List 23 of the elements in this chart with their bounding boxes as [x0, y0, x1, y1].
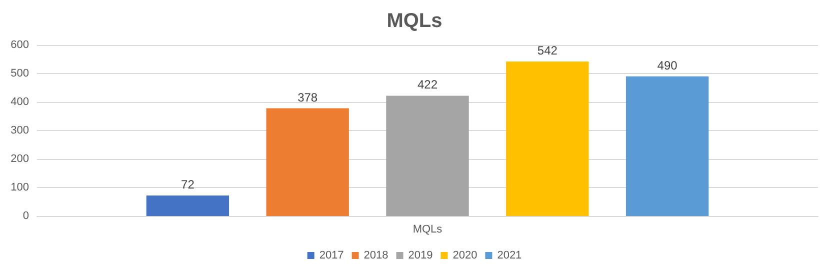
- y-tick-label: 200: [10, 153, 29, 165]
- data-label: 422: [417, 78, 438, 92]
- legend-label: 2020: [452, 250, 478, 262]
- y-tick-label: 600: [10, 39, 29, 51]
- legend-label: 2019: [408, 250, 433, 262]
- y-tick-label: 400: [10, 96, 29, 108]
- data-label: 378: [298, 90, 318, 104]
- data-label: 542: [537, 44, 558, 58]
- y-tick-label: 0: [22, 210, 29, 222]
- data-label: 490: [657, 58, 678, 72]
- data-label: 72: [181, 177, 195, 192]
- bar: [386, 96, 469, 216]
- y-tick-label: 300: [10, 124, 29, 136]
- legend-label: 2017: [319, 250, 344, 262]
- legend-label: 2018: [364, 250, 388, 262]
- y-tick-label: 500: [10, 68, 29, 80]
- y-tick-label: 100: [10, 182, 29, 194]
- bar: [146, 195, 230, 216]
- bar: [506, 62, 589, 216]
- bar: [266, 108, 349, 216]
- legend-label: 2021: [497, 250, 522, 262]
- chart-title: MQLs: [386, 10, 442, 32]
- bar: [626, 76, 709, 216]
